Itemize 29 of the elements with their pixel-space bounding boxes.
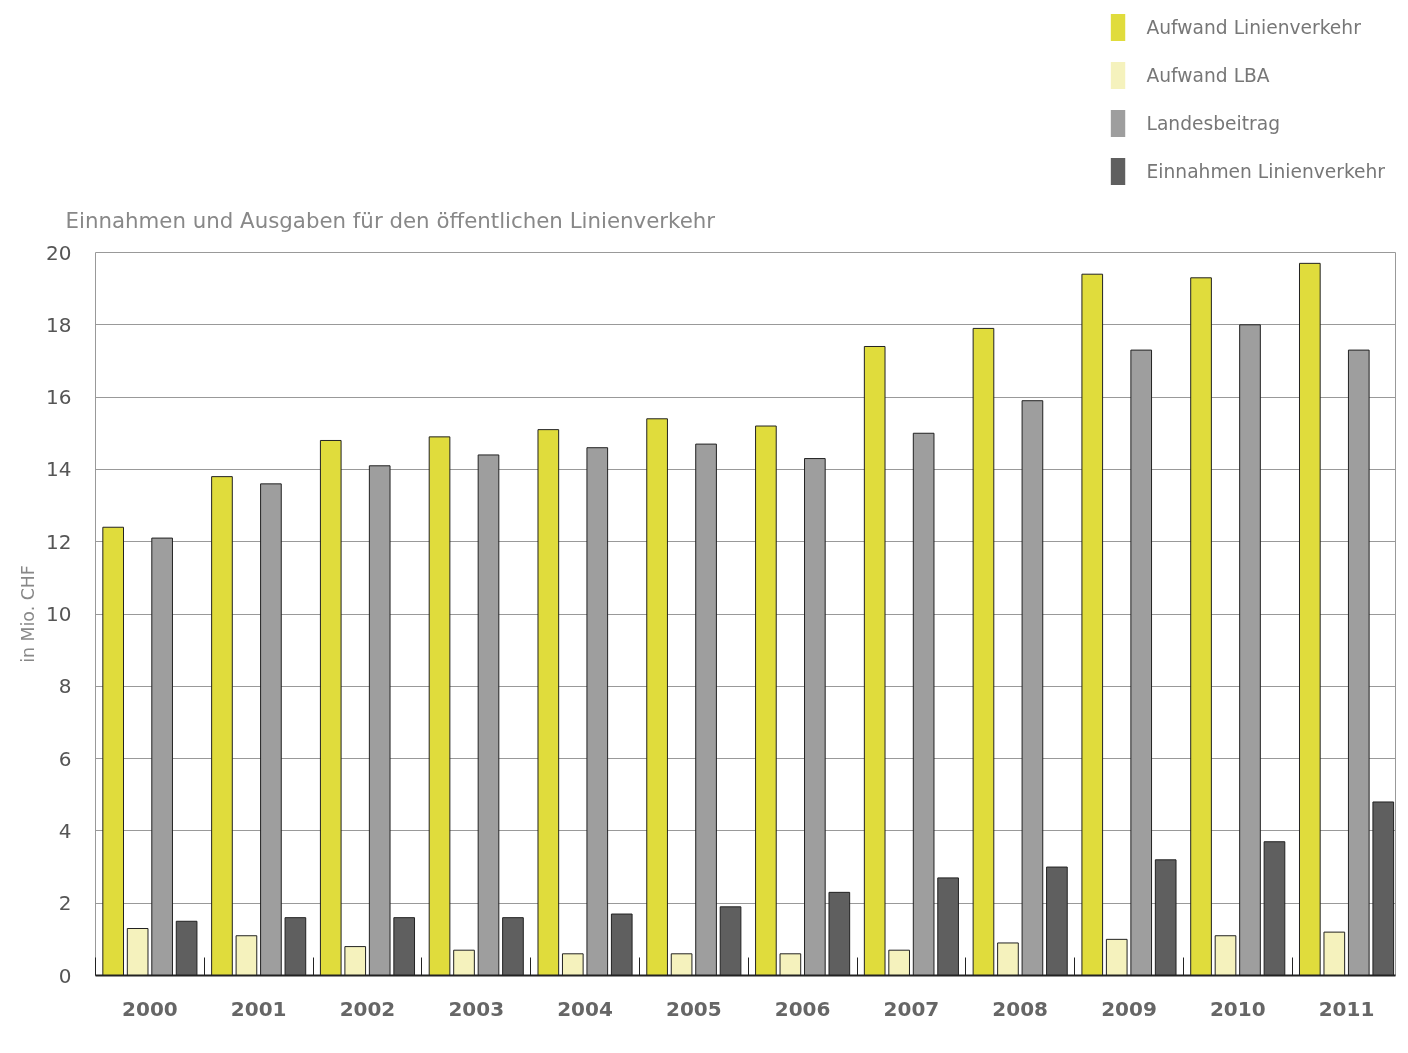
x-tick-label: 2006: [774, 996, 831, 1021]
y-tick-label: 16: [46, 385, 72, 410]
x-tick-label: 2004: [557, 996, 613, 1021]
y-tick-label: 14: [46, 457, 72, 482]
y-tick-label: 12: [46, 529, 72, 554]
y-tick-label: 8: [58, 674, 72, 699]
x-tick-label: 2011: [1318, 996, 1375, 1021]
x-tick-label: 2010: [1209, 996, 1266, 1021]
y-axis-title: in Mio. CHF: [18, 565, 39, 663]
legend-label: Aufwand Linienverkehr: [1146, 16, 1361, 38]
y-tick-label: 6: [58, 746, 72, 771]
y-tick-label: 0: [58, 963, 72, 988]
y-tick-label: 4: [58, 818, 72, 843]
x-tick-label: 2008: [992, 996, 1049, 1021]
x-tick-label: 2001: [230, 996, 287, 1021]
chart-title: Einnahmen und Ausgaben für den öffentlichen Linienverkehr: [65, 207, 716, 233]
legend-label: Einnahmen Linienverkehr: [1146, 160, 1385, 182]
legend-label: Landesbeitrag: [1146, 112, 1280, 134]
x-tick-label: 2005: [665, 996, 722, 1021]
x-tick-label: 2009: [1101, 996, 1157, 1021]
legend-label: Aufwand LBA: [1146, 64, 1270, 86]
y-tick-label: 2: [58, 891, 72, 916]
x-tick-label: 2000: [122, 996, 178, 1021]
x-tick-label: 2002: [339, 996, 396, 1021]
y-tick-label: 20: [46, 240, 72, 265]
y-tick-label: 10: [46, 602, 72, 626]
x-tick-label: 2007: [883, 996, 940, 1021]
x-tick-label: 2003: [448, 996, 505, 1021]
y-tick-label: 18: [46, 312, 72, 337]
